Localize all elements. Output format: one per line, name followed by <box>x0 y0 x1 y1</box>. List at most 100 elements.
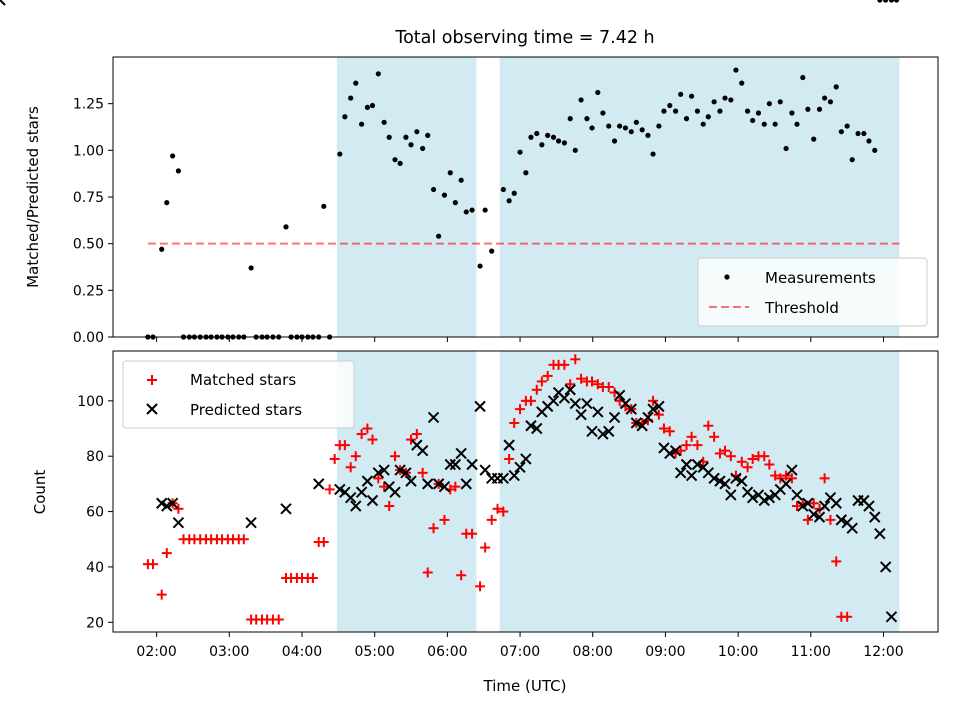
predicted-star-point <box>586 425 598 437</box>
count-y-tick-label: 80 <box>86 449 104 465</box>
measurement-point <box>805 106 811 112</box>
matched-star-point <box>764 459 775 470</box>
count-x-tick-label: 10:00 <box>718 644 758 660</box>
predicted-star-point <box>791 489 803 501</box>
matched-star-point <box>692 440 703 451</box>
measurement-point <box>170 153 176 159</box>
matched-star-point <box>324 484 335 495</box>
ratio-y-tick-label: 0.50 <box>73 237 104 253</box>
predicted-star-point <box>869 511 881 523</box>
predicted-star-point <box>708 472 720 485</box>
count-y-tick-label: 20 <box>86 615 104 631</box>
measurement-point <box>545 132 551 138</box>
measurement-point <box>667 102 673 109</box>
matched-star-point <box>819 473 830 484</box>
predicted-star-point <box>642 411 654 424</box>
count-x-tick-label: 06:00 <box>427 644 467 660</box>
matched-star-point <box>161 548 172 559</box>
measurement-point <box>722 95 728 101</box>
predicted-star-point <box>575 408 587 421</box>
measurement-point <box>816 106 823 112</box>
count-x-tick-label: 11:00 <box>791 644 831 660</box>
ratio-legend: Measurements Threshold <box>697 257 928 327</box>
measurement-point <box>656 123 662 129</box>
measurement-point <box>678 91 684 97</box>
matched-star-point <box>742 462 753 473</box>
measurement-point <box>375 71 381 77</box>
predicted-star-point <box>558 392 571 404</box>
matched-star-point <box>411 429 422 440</box>
measurement-point <box>688 93 695 99</box>
measurement-point <box>469 207 475 213</box>
matched-star-point <box>658 423 669 434</box>
measurement-point <box>872 147 878 153</box>
measurement-point <box>672 108 679 114</box>
predicted-star-point <box>372 467 385 479</box>
predicted-star-point <box>405 475 417 487</box>
matched-star-point <box>450 481 461 492</box>
measurement-point <box>589 125 595 131</box>
matched-star-point <box>525 395 536 406</box>
x-axis-label: Time (UTC) <box>483 677 567 695</box>
measurement-point <box>392 157 398 163</box>
measurement-point <box>611 138 618 144</box>
measurement-point <box>789 110 795 116</box>
matched-star-point <box>367 434 378 445</box>
count-y-tick-label: 100 <box>77 394 104 410</box>
measurement-point <box>477 263 483 269</box>
count-x-tick-label: 09:00 <box>645 644 685 660</box>
predicted-star-point <box>344 492 357 504</box>
predicted-star-point <box>0 0 6 6</box>
predicted-star-point <box>730 472 742 485</box>
predicted-star-point <box>245 516 257 529</box>
measurement-point <box>452 200 458 206</box>
predicted-star-point <box>460 478 472 490</box>
measurement-point <box>777 99 783 105</box>
predicted-star-point <box>597 428 609 440</box>
measurement-point <box>555 138 562 144</box>
matched-legend-marker <box>147 375 157 385</box>
matched-star-point <box>759 451 770 462</box>
measurement-point <box>595 89 601 96</box>
predicted-star-point <box>378 464 390 476</box>
measurement-point <box>606 123 612 129</box>
measurement-point <box>425 132 431 138</box>
predicted-star-point <box>564 384 576 396</box>
matched-star-point <box>770 470 781 481</box>
measurement-point <box>717 108 723 114</box>
measurement-point <box>855 130 861 137</box>
measurement-point <box>321 203 327 209</box>
predicted-star-point <box>400 467 412 479</box>
predicted-star-point <box>608 411 621 424</box>
measurement-point <box>164 200 170 206</box>
ratio-y-axis-label: Matched/Predicted stars <box>24 106 42 288</box>
predicted-star-point <box>444 458 456 471</box>
predicted-star-point <box>366 494 379 507</box>
matched-star-point <box>831 556 842 567</box>
measurement-point <box>358 121 365 127</box>
measurement-point <box>482 207 488 213</box>
predicted-star-point <box>312 478 325 490</box>
matched-star-point <box>842 611 853 622</box>
count-x-axis: 02:00 03:00 04:00 05:00 06:00 07:00 08:00 09:00… <box>136 632 904 660</box>
matched-star-point <box>238 534 249 545</box>
measurement-point <box>348 95 354 101</box>
measurement-point <box>528 134 534 140</box>
predicted-star-point <box>691 458 704 471</box>
measurement-point <box>838 129 844 135</box>
measurement-point <box>436 233 442 239</box>
predicted-star-point <box>636 420 648 432</box>
predicted-star-point <box>625 403 637 415</box>
matched-star-point <box>318 537 329 548</box>
count-x-tick-label: 07:00 <box>500 644 540 660</box>
predicted-star-point <box>835 514 848 526</box>
measurement-point <box>534 130 540 137</box>
measurement-point <box>600 110 606 116</box>
predicted-star-point <box>455 447 467 460</box>
matched-star-point <box>406 434 417 445</box>
predicted-star-point <box>427 411 440 424</box>
predicted-star-point <box>280 503 292 515</box>
matched-star-point <box>703 420 714 431</box>
predicted-star-point <box>685 469 698 482</box>
